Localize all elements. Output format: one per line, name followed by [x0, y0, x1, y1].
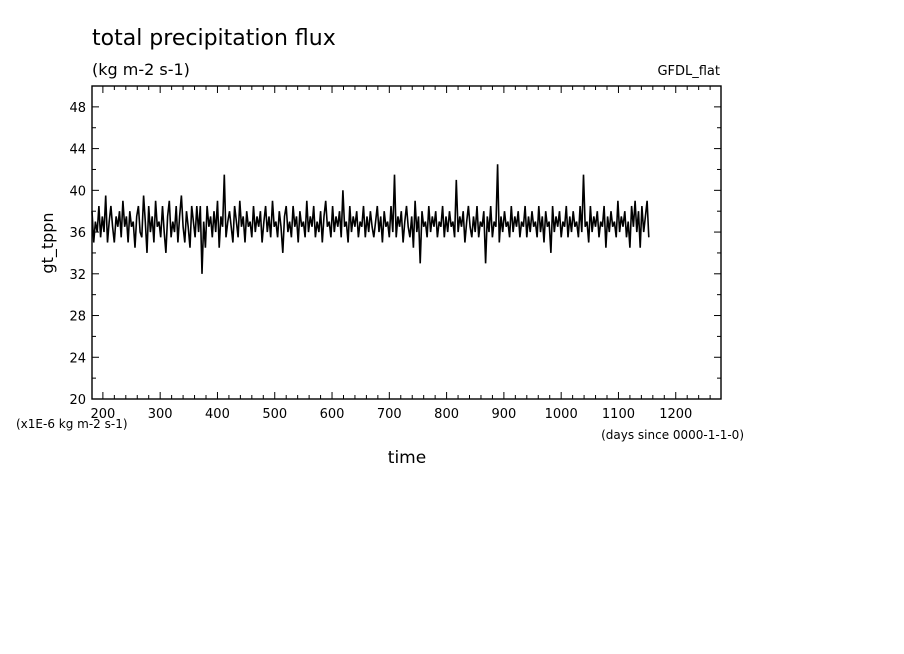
x-tick-label: 1000	[545, 407, 578, 422]
chart-subtitle: (kg m-2 s-1)	[92, 60, 190, 79]
x-axis-label: time	[388, 448, 426, 468]
plot-frame	[91, 85, 722, 400]
x-tick-label: 300	[148, 407, 173, 422]
y-tick-label: 20	[69, 393, 86, 408]
y-unit-note: (x1E-6 kg m-2 s-1)	[16, 417, 128, 431]
x-axis-ticks: 200 300 400 500 600 700 800 900 1000 1100 1200	[90, 86, 711, 422]
y-tick-label: 44	[69, 143, 86, 158]
x-tick-label: 800	[434, 407, 459, 422]
x-tick-label: 1200	[659, 407, 692, 422]
y-tick-label: 40	[69, 184, 86, 199]
model-annotation: GFDL_flat	[657, 64, 720, 79]
x-tick-label: 500	[262, 407, 287, 422]
x-tick-label: 600	[320, 407, 345, 422]
y-axis-label: gt_tppn	[38, 212, 58, 273]
y-tick-label: 28	[69, 310, 86, 325]
x-tick-label: 700	[377, 407, 402, 422]
y-tick-label: 48	[69, 101, 86, 116]
y-tick-label: 36	[69, 226, 86, 241]
x-tick-label: 900	[491, 407, 516, 422]
series-line-gt-tppn	[91, 164, 650, 274]
y-tick-label: 32	[69, 268, 86, 283]
chart-title: total precipitation flux	[92, 26, 336, 51]
y-axis-ticks: 20 24 28 32 36 40 44 48	[69, 85, 721, 408]
x-tick-label: 400	[205, 407, 230, 422]
x-tick-label: 200	[90, 407, 115, 422]
x-tick-label: 1100	[602, 407, 635, 422]
y-tick-label: 24	[69, 351, 86, 366]
x-unit-note: (days since 0000-1-1-0)	[601, 428, 744, 442]
